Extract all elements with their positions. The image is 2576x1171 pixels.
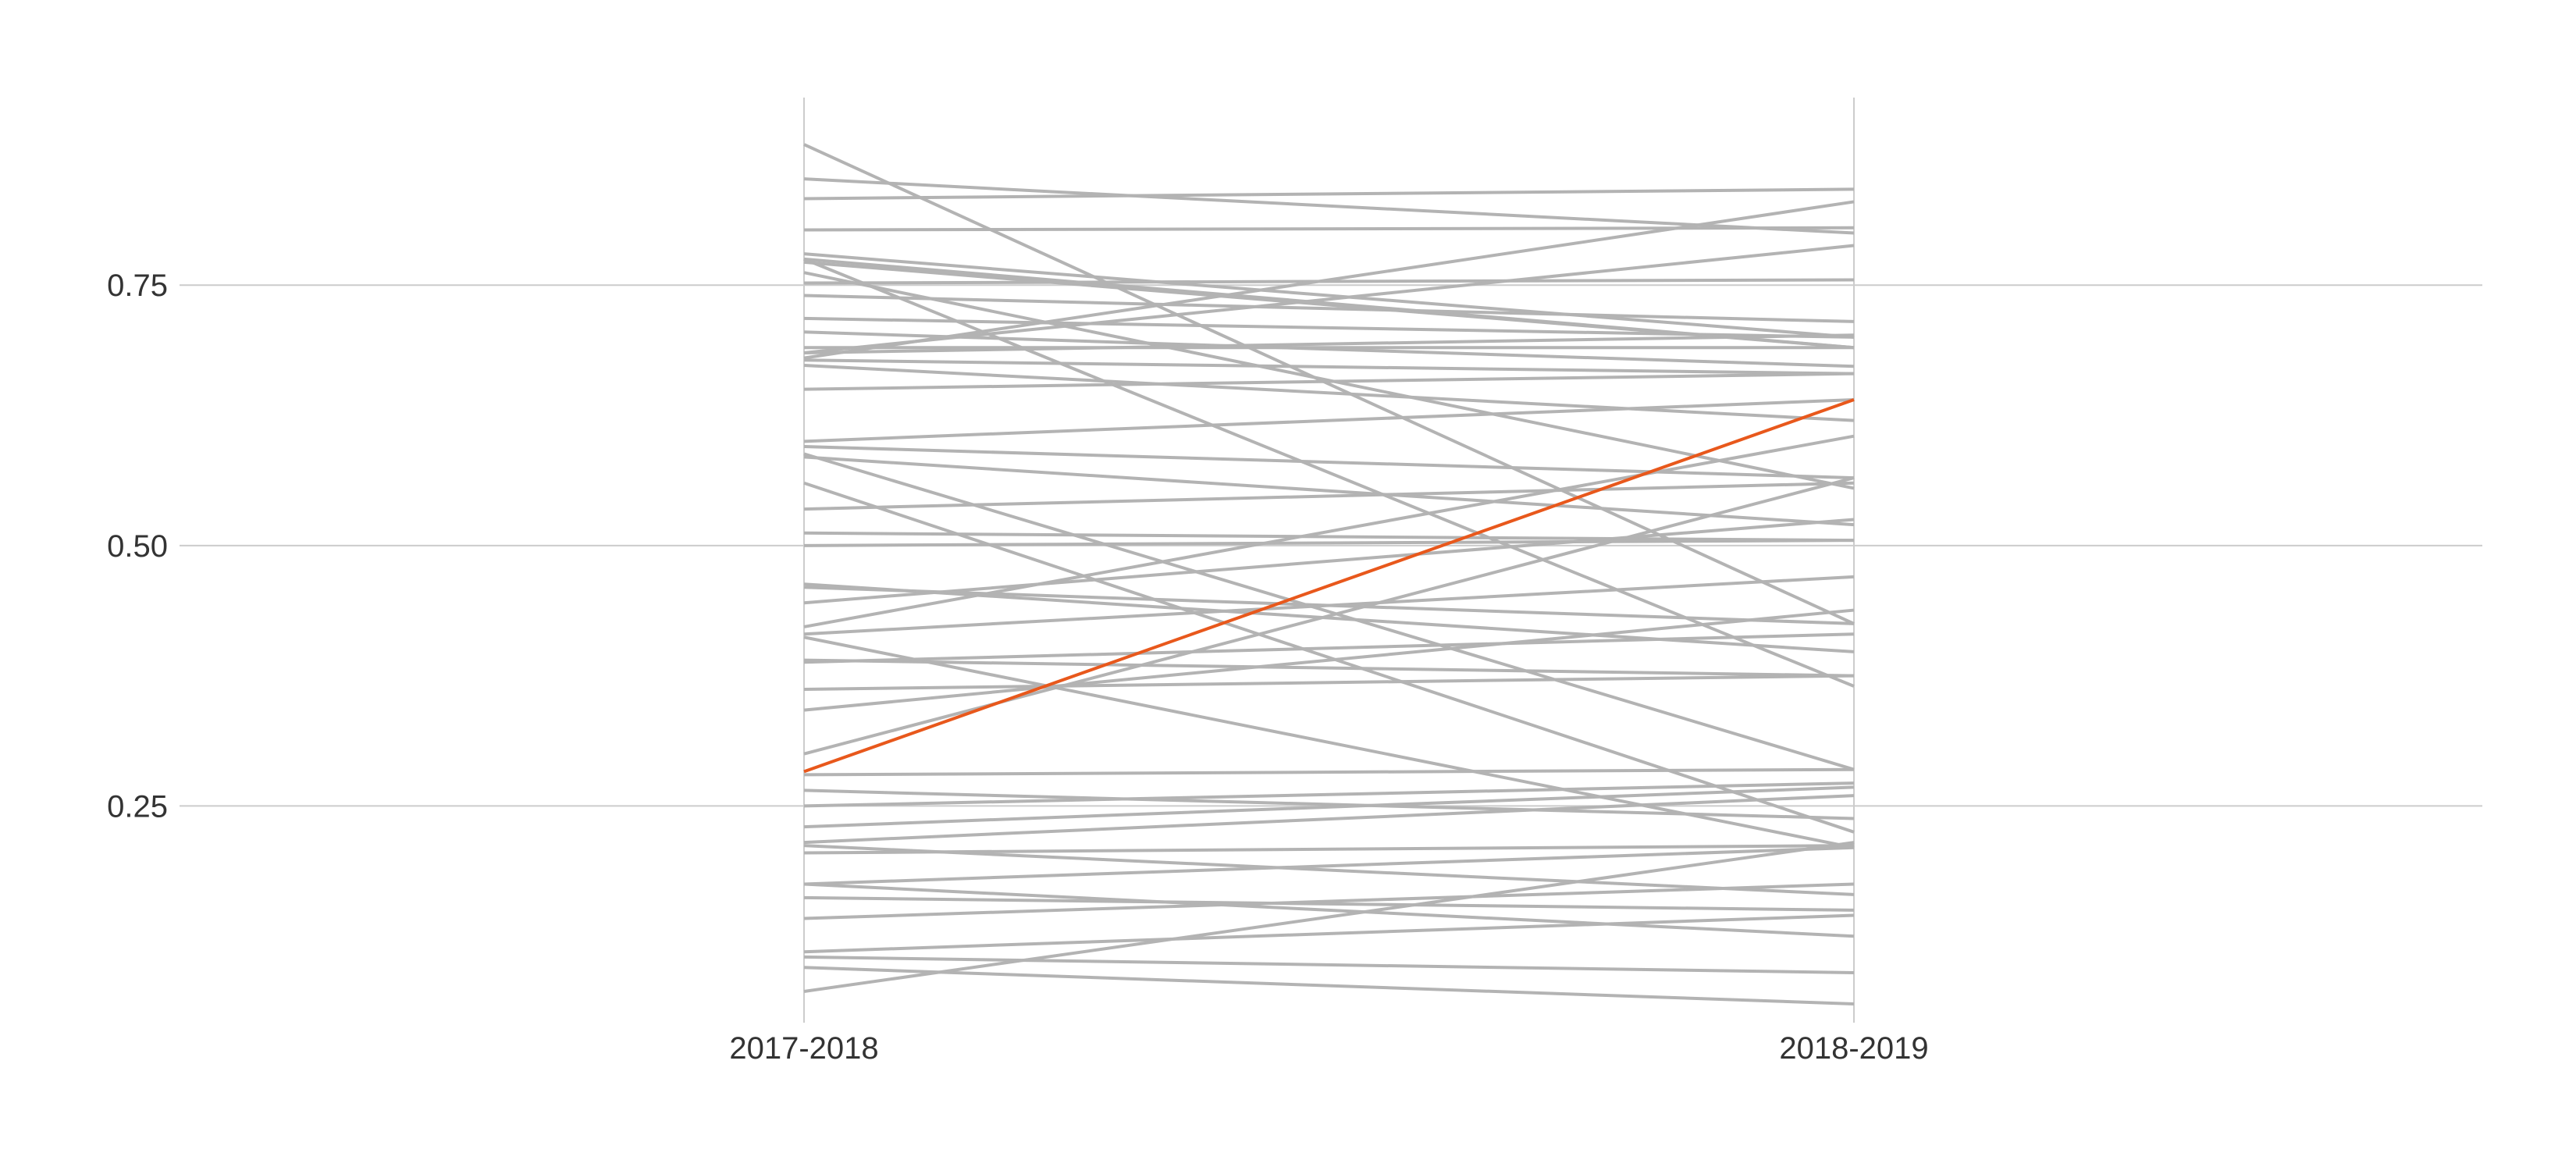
series-line-26: [803, 531, 1855, 543]
x-tick-label-0: 2017-2018: [729, 1031, 878, 1066]
series-line-35: [803, 632, 1855, 664]
series-line-42: [803, 781, 1855, 808]
series-line-22: [803, 452, 1855, 771]
category-axis-lines: [803, 98, 1855, 1023]
series-line-54: [803, 841, 1855, 993]
series-line-50: [803, 882, 1855, 920]
series-line-0: [803, 143, 1855, 625]
series-line-20: [803, 397, 1855, 443]
series-line-53: [803, 966, 1855, 1005]
series-line-18: [803, 363, 1855, 422]
series-lines: [803, 143, 1855, 1005]
series-line-16: [803, 200, 1855, 360]
series-line-48: [803, 845, 1855, 886]
series-line-21: [803, 445, 1855, 480]
series-line-14: [803, 333, 1855, 354]
series-line-10: [803, 294, 1855, 323]
series-line-52: [803, 955, 1855, 974]
series-line-1: [803, 177, 1855, 235]
series-line-25: [803, 481, 1855, 511]
series-line-51: [803, 913, 1855, 954]
series-line-38: [803, 476, 1855, 756]
series-line-27: [803, 539, 1855, 547]
series-line-17: [803, 358, 1855, 376]
series-line-19: [803, 372, 1855, 391]
highlighted-series-line: [803, 398, 1855, 774]
series-line-34: [803, 658, 1855, 678]
series-line-40: [803, 767, 1855, 777]
series-line-31: [803, 434, 1855, 628]
y-tick-label-2: 0.75: [107, 269, 168, 303]
series-line-32: [803, 575, 1855, 636]
tick-labels: 0.25 0.50 0.75 2017-2018 2018-2019: [107, 269, 1929, 1066]
series-line-46: [803, 844, 1855, 855]
series-line-41: [803, 788, 1855, 820]
grid-layer: [180, 284, 2482, 807]
series-line-3: [803, 226, 1855, 232]
series-line-49: [803, 895, 1855, 912]
x-tick-label-1: 2018-2019: [1779, 1031, 1928, 1066]
series-line-45: [803, 844, 1855, 896]
series-line-43: [803, 785, 1855, 829]
series-line-11: [803, 316, 1855, 339]
y-tick-label-0: 0.25: [107, 789, 168, 824]
series-line-15: [803, 244, 1855, 354]
series-line-24: [803, 481, 1855, 834]
y-tick-label-1: 0.50: [107, 529, 168, 564]
series-line-36: [803, 674, 1855, 691]
series-line-6: [803, 257, 1855, 688]
series-line-4: [803, 252, 1855, 339]
series-line-44: [803, 794, 1855, 845]
series-line-47: [803, 882, 1855, 938]
series-line-30: [803, 518, 1855, 605]
series-line-12: [803, 330, 1855, 368]
series-line-37: [803, 608, 1855, 712]
series-line-23: [803, 455, 1855, 527]
series-line-2: [803, 187, 1855, 201]
